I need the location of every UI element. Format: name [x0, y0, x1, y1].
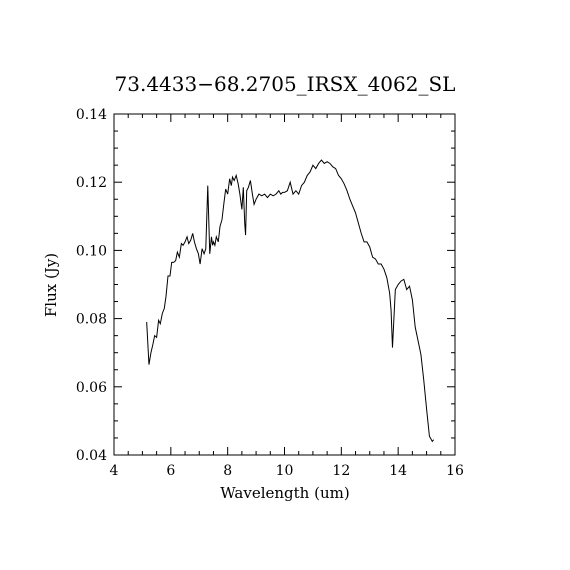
axis-ticks — [113, 113, 456, 456]
x-tick-label: 10 — [276, 463, 294, 479]
x-tick-label: 8 — [223, 463, 232, 479]
y-tick-label: 0.10 — [76, 243, 107, 259]
y-tick-label: 0.08 — [76, 312, 107, 328]
y-axis-label: Flux (Jy) — [42, 253, 60, 317]
flux-series-line — [146, 159, 435, 443]
x-tick-label: 16 — [446, 463, 464, 479]
y-tick-label: 0.14 — [76, 107, 107, 123]
x-tick-labels: 4 6 8 10 12 14 16 — [110, 463, 464, 479]
chart-title: 73.4433−68.2705_IRSX_4062_SL — [115, 72, 456, 96]
x-tick-label: 6 — [166, 463, 175, 479]
plot-frame — [113, 113, 456, 456]
y-tick-label: 0.06 — [76, 380, 107, 396]
y-tick-label: 0.04 — [76, 448, 107, 464]
x-axis-label: Wavelength (um) — [220, 484, 349, 502]
y-tick-labels: 0.04 0.06 0.08 0.10 0.12 0.14 — [76, 107, 107, 464]
y-tick-label: 0.12 — [76, 175, 107, 191]
x-tick-label: 12 — [332, 463, 350, 479]
x-tick-label: 4 — [110, 463, 119, 479]
x-tick-label: 14 — [389, 463, 407, 479]
